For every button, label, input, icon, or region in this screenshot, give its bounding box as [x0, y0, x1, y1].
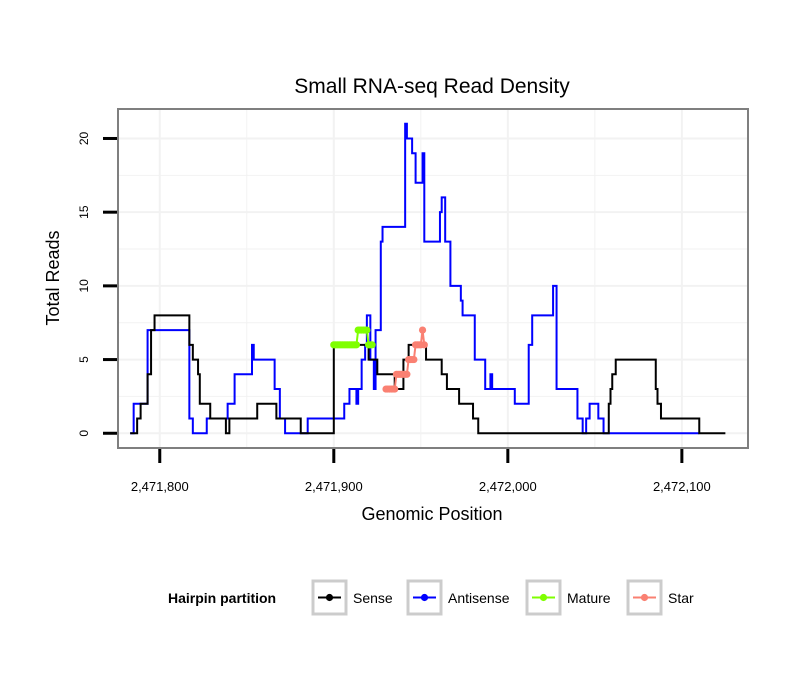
data-point-star: [403, 370, 411, 378]
y-tick-label: 5: [77, 356, 91, 363]
legend-label-star: Star: [668, 590, 694, 606]
legend-label-sense: Sense: [353, 590, 393, 606]
data-point-mature: [368, 341, 376, 349]
legend-label-mature: Mature: [567, 590, 611, 606]
y-axis-title: Total Reads: [43, 230, 63, 325]
series-line-sense: [130, 314, 726, 435]
plot-panel: [117, 108, 749, 449]
legend-key-point: [640, 593, 649, 602]
legend-label-antisense: Antisense: [448, 590, 510, 606]
y-axis: 0 5 10 15 20: [77, 131, 117, 437]
chart-title: Small RNA-seq Read Density: [294, 75, 570, 98]
data-point-star: [418, 326, 427, 334]
series-layer: [130, 122, 726, 435]
x-tick-label: 2,472,000: [479, 479, 537, 494]
y-tick-label: 15: [77, 205, 91, 219]
x-axis-title: Genomic Position: [361, 504, 502, 524]
y-tick-label: 10: [77, 279, 91, 293]
data-point-star: [391, 385, 399, 393]
x-tick-label: 2,471,900: [305, 479, 363, 494]
data-point-star: [420, 341, 428, 349]
y-tick-label: 20: [77, 131, 91, 145]
legend: Hairpin partition Sense Antisense Mature St…: [168, 579, 694, 616]
x-axis: 2,471,800 2,471,900 2,472,000 2,472,100: [131, 449, 711, 494]
x-tick-label: 2,471,800: [131, 479, 189, 494]
x-tick-label: 2,472,100: [653, 479, 711, 494]
legend-key-point: [539, 593, 548, 602]
legend-key-point: [325, 593, 334, 602]
series-line-antisense: [130, 122, 700, 435]
data-point-mature: [363, 326, 371, 334]
data-point-star: [410, 355, 418, 364]
legend-title: Hairpin partition: [168, 590, 276, 606]
legend-key-point: [420, 593, 429, 602]
data-point-mature: [352, 341, 361, 349]
y-tick-label: 0: [77, 430, 91, 437]
